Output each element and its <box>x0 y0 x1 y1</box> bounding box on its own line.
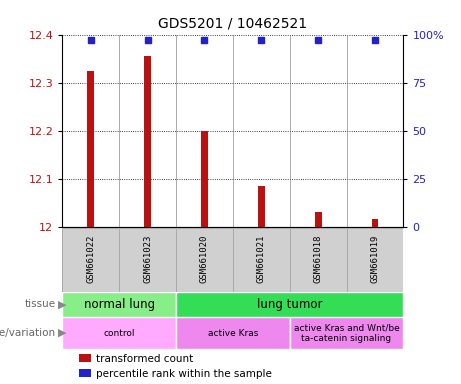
Text: active Kras: active Kras <box>207 329 258 338</box>
Text: ▶: ▶ <box>58 299 66 310</box>
Bar <box>79 369 91 377</box>
Bar <box>62 228 119 292</box>
Text: GSM661018: GSM661018 <box>313 235 323 283</box>
Bar <box>62 292 176 317</box>
Text: tissue: tissue <box>24 299 55 310</box>
Bar <box>87 71 94 227</box>
Text: GSM661019: GSM661019 <box>371 235 379 283</box>
Bar <box>201 131 208 227</box>
Text: active Kras and Wnt/be
ta-catenin signaling: active Kras and Wnt/be ta-catenin signal… <box>294 323 399 343</box>
Text: GSM661023: GSM661023 <box>143 235 152 283</box>
Bar <box>176 292 403 317</box>
Bar <box>258 186 265 227</box>
Text: GSM661022: GSM661022 <box>86 235 95 283</box>
Text: transformed count: transformed count <box>96 354 194 364</box>
Bar <box>176 228 233 292</box>
Bar <box>144 56 151 227</box>
Bar <box>79 354 91 362</box>
Bar <box>290 317 403 349</box>
Text: percentile rank within the sample: percentile rank within the sample <box>96 369 272 379</box>
Bar <box>372 219 378 227</box>
Bar <box>315 212 321 227</box>
Bar <box>62 317 176 349</box>
Bar <box>347 228 403 292</box>
Bar <box>233 228 290 292</box>
Bar <box>119 228 176 292</box>
Text: ▶: ▶ <box>58 328 66 338</box>
Text: control: control <box>103 329 135 338</box>
Bar <box>176 317 290 349</box>
Text: lung tumor: lung tumor <box>257 298 322 311</box>
Text: GSM661021: GSM661021 <box>257 235 266 283</box>
Text: genotype/variation: genotype/variation <box>0 328 55 338</box>
Text: normal lung: normal lung <box>83 298 154 311</box>
Text: GSM661020: GSM661020 <box>200 235 209 283</box>
Title: GDS5201 / 10462521: GDS5201 / 10462521 <box>158 17 307 31</box>
Bar <box>290 228 347 292</box>
